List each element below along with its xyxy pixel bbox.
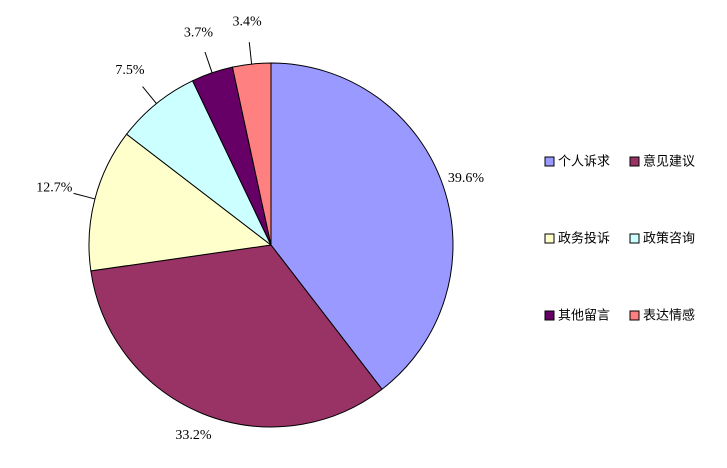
- pie-slice: [231, 62, 272, 246]
- leader-line: [142, 86, 157, 104]
- legend-label: 其他留言: [558, 309, 610, 324]
- pie-slice: [90, 244, 383, 428]
- legend-label: 政策咨询: [643, 231, 695, 247]
- legend-swatch: [629, 156, 640, 167]
- leader-line: [73, 192, 96, 200]
- legend-label: 政务投诉: [558, 231, 610, 247]
- data-label: 39.6%: [448, 171, 485, 186]
- leader-line: [204, 51, 213, 73]
- legend-swatch: [544, 310, 555, 321]
- data-label: 7.5%: [115, 63, 145, 78]
- pie-slice: [88, 133, 273, 272]
- pie-slice: [270, 62, 454, 390]
- data-label: 3.4%: [233, 14, 263, 29]
- legend-swatch: [629, 310, 640, 321]
- legend-label: 表达情感: [643, 308, 695, 324]
- leader-line: [248, 42, 253, 65]
- legend-swatch: [544, 156, 555, 167]
- legend-swatch: [544, 233, 555, 244]
- data-label: 33.2%: [175, 428, 212, 443]
- legend-label: 意见建议: [643, 154, 695, 170]
- legend-label: 个人诉求: [558, 155, 610, 170]
- data-label: 12.7%: [36, 181, 73, 196]
- legend-swatch: [629, 233, 640, 244]
- data-label: 3.7%: [184, 25, 214, 40]
